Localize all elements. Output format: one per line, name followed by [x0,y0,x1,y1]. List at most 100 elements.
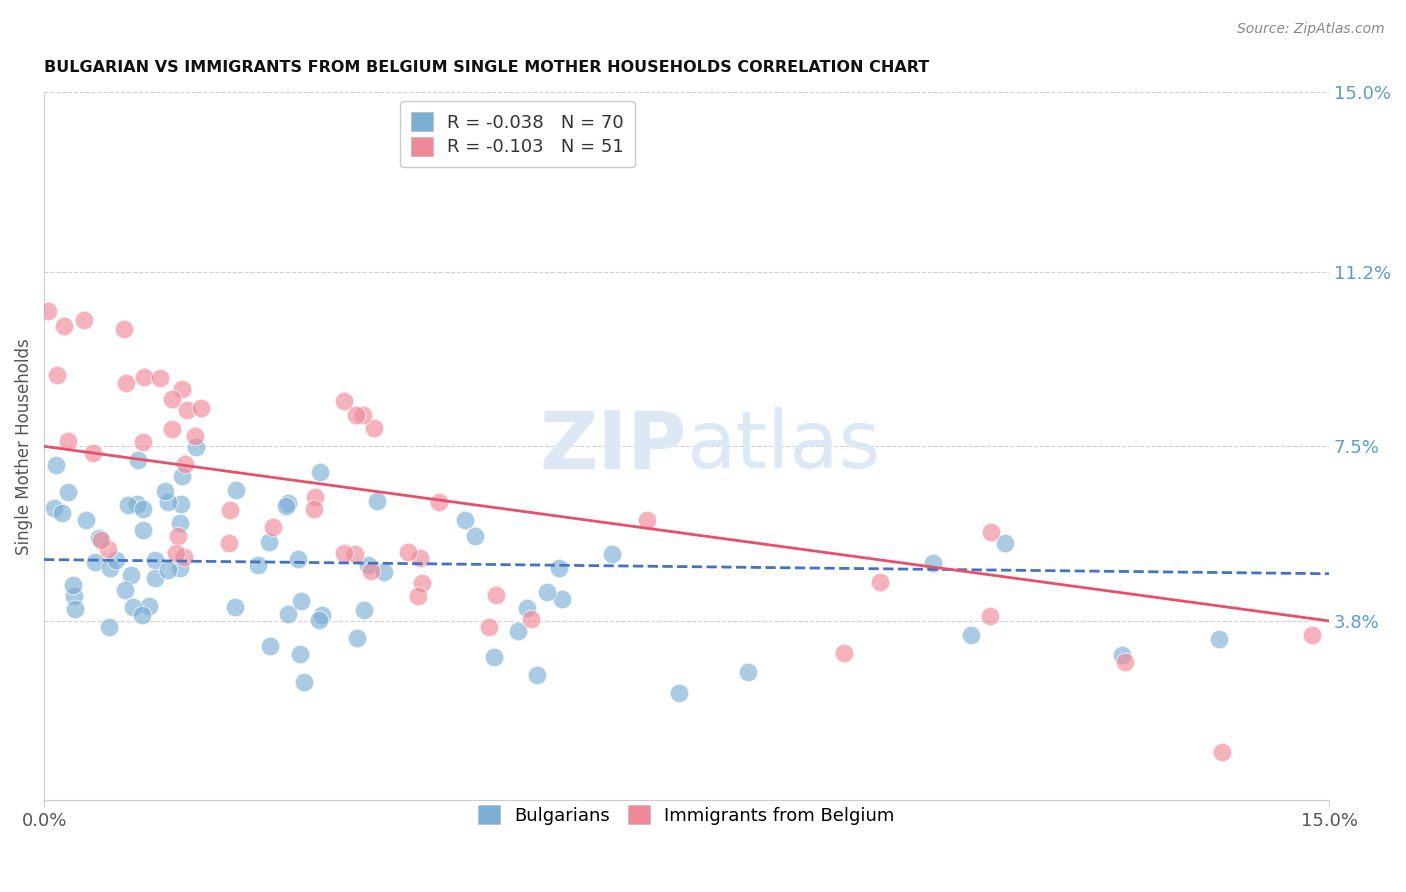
Point [516,600,538,615]
Point [127,453,149,467]
Point [131,608,153,623]
Point [352,408,374,422]
Point [409,551,432,566]
Point [1114,655,1136,669]
Point [62,578,84,592]
Point [117,498,139,512]
Text: atlas: atlas [686,408,882,485]
Point [344,547,367,561]
Point [176,403,198,417]
Point [536,585,558,599]
Point [132,524,155,538]
Point [45,458,67,473]
Point [162,422,184,436]
Point [122,599,145,614]
Point [290,593,312,607]
Point [980,524,1002,539]
Point [464,528,486,542]
Point [344,408,367,422]
Point [138,599,160,614]
Y-axis label: Single Mother Households: Single Mother Households [15,338,32,555]
Point [75,512,97,526]
Point [143,553,166,567]
Point [454,513,477,527]
Point [73,313,96,327]
Point [288,648,311,662]
Point [83,555,105,569]
Point [478,620,501,634]
Point [869,575,891,590]
Point [131,502,153,516]
Point [155,484,177,499]
Text: ZIP: ZIP [540,408,686,485]
Point [287,552,309,566]
Point [396,545,419,559]
Point [218,536,240,550]
Point [959,628,981,642]
Point [143,570,166,584]
Point [56,485,79,500]
Point [373,565,395,579]
Point [120,568,142,582]
Legend: Bulgarians, Immigrants from Belgium: Bulgarians, Immigrants from Belgium [470,797,904,834]
Point [51,506,73,520]
Point [52,319,75,334]
Point [333,546,356,560]
Point [506,624,529,639]
Point [366,493,388,508]
Point [737,665,759,679]
Point [262,520,284,534]
Point [353,603,375,617]
Point [520,612,543,626]
Point [308,613,330,627]
Point [167,528,190,542]
Point [309,466,332,480]
Point [37,303,59,318]
Point [63,602,86,616]
Point [482,650,505,665]
Point [636,513,658,527]
Point [668,686,690,700]
Point [219,503,242,517]
Point [45,368,67,382]
Text: BULGARIAN VS IMMIGRANTS FROM BELGIUM SINGLE MOTHER HOUSEHOLDS CORRELATION CHART: BULGARIAN VS IMMIGRANTS FROM BELGIUM SIN… [44,60,929,75]
Point [165,546,187,560]
Point [427,494,450,508]
Point [360,564,382,578]
Point [411,576,433,591]
Point [156,563,179,577]
Point [406,589,429,603]
Point [357,558,380,572]
Point [277,607,299,621]
Point [82,446,104,460]
Point [127,497,149,511]
Point [132,434,155,449]
Point [277,495,299,509]
Point [979,608,1001,623]
Point [115,376,138,390]
Point [97,541,120,556]
Point [259,639,281,653]
Point [90,533,112,547]
Point [921,556,943,570]
Point [170,469,193,483]
Point [832,646,855,660]
Point [526,668,548,682]
Point [162,392,184,407]
Point [247,558,270,572]
Point [169,516,191,530]
Point [276,499,298,513]
Point [173,549,195,564]
Point [1211,745,1233,759]
Point [302,502,325,516]
Point [224,600,246,615]
Text: Source: ZipAtlas.com: Source: ZipAtlas.com [1237,22,1385,37]
Point [485,588,508,602]
Point [105,553,128,567]
Point [114,582,136,597]
Point [42,500,65,515]
Point [257,534,280,549]
Point [58,434,80,448]
Point [225,483,247,497]
Point [169,498,191,512]
